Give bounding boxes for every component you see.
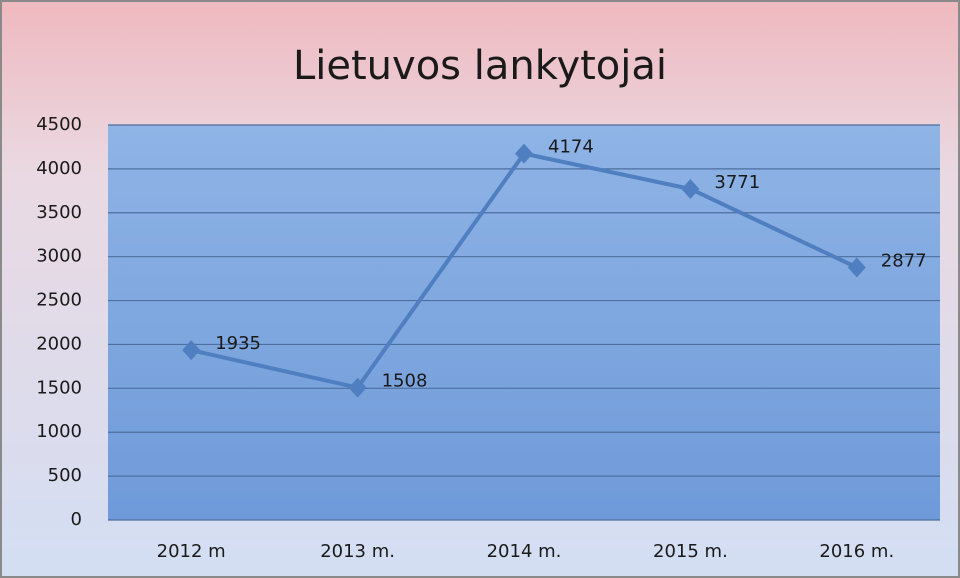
y-tick-label: 1000 [36,421,82,442]
data-label: 2877 [881,250,927,271]
y-tick-label: 2000 [36,333,82,354]
x-tick-label: 2016 m. [819,541,894,562]
marker [182,340,201,361]
x-tick-label: 2015 m. [653,541,728,562]
y-tick-label: 2500 [36,290,82,311]
y-tick-label: 0 [71,509,82,530]
x-tick-label: 2012 m [157,541,226,562]
y-tick-label: 500 [48,465,82,486]
y-tick-label: 3500 [36,202,82,223]
data-label: 4174 [548,137,594,158]
y-tick-label: 4500 [36,114,82,135]
marker [681,178,700,199]
chart-title: Lietuvos lankytojai [293,43,667,89]
y-tick-label: 4000 [36,158,82,179]
y-tick-label: 1500 [36,377,82,398]
y-tick-label: 3000 [36,246,82,267]
marker [348,377,367,398]
data-label: 3771 [714,172,760,193]
data-label: 1508 [382,371,428,392]
x-tick-label: 2014 m. [487,541,562,562]
marker [847,257,866,278]
plot-area [108,125,940,520]
x-tick-label: 2013 m. [320,541,395,562]
data-label: 1935 [215,333,261,354]
marker [515,143,533,164]
